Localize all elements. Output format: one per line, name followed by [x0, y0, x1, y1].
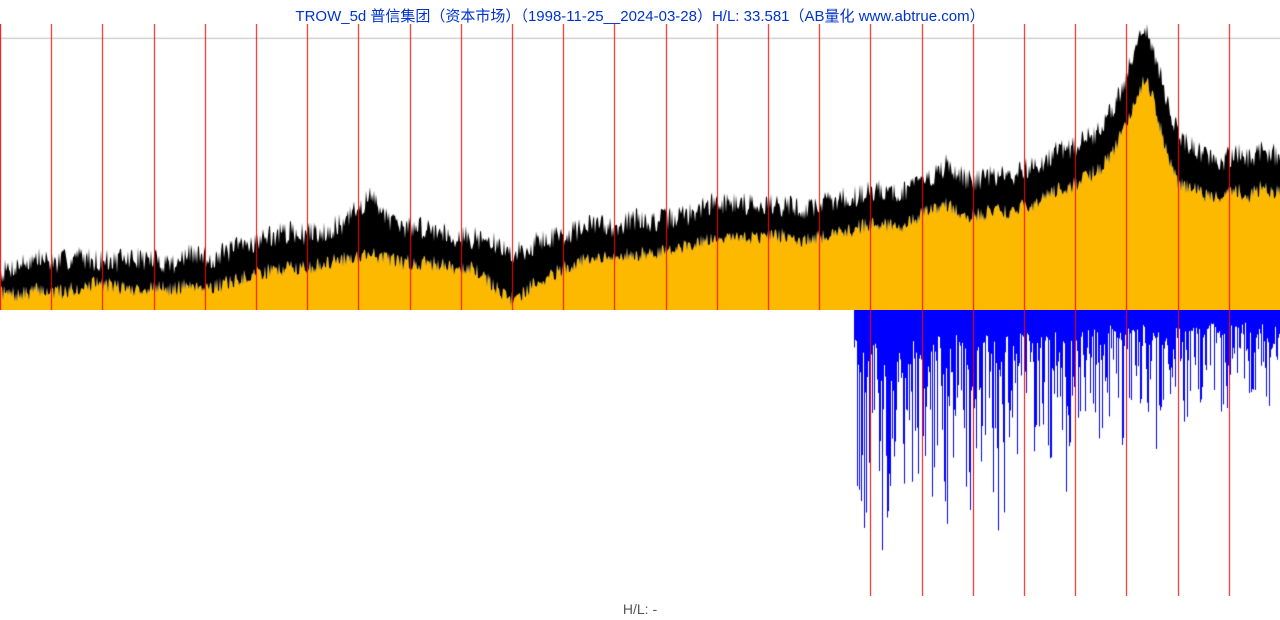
chart-container: TROW_5d 普信集团（资本市场）（1998-11-25__2024-03-2…	[0, 0, 1280, 620]
volume-chart	[0, 310, 1280, 596]
price-chart	[0, 24, 1280, 310]
chart-title: TROW_5d 普信集团（资本市场）（1998-11-25__2024-03-2…	[0, 5, 1280, 26]
footer-label: H/L: -	[0, 601, 1280, 617]
